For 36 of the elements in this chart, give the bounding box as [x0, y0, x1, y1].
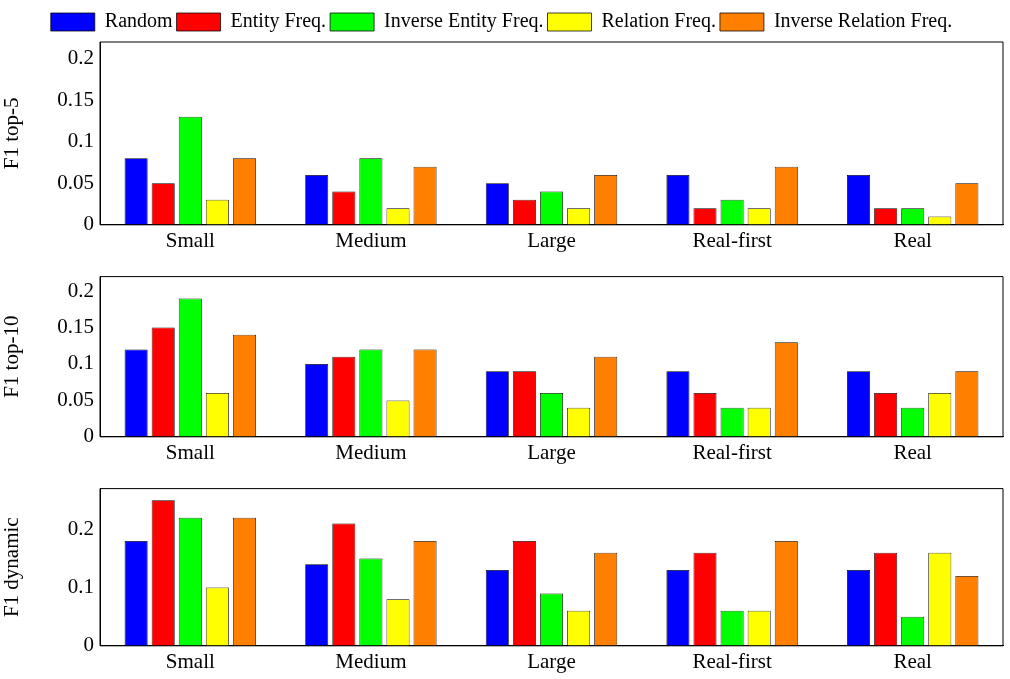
- x-tick-label: Medium: [335, 648, 407, 673]
- y-tick-label: 0.1: [67, 574, 94, 599]
- x-tick-label: Real-first: [692, 227, 772, 252]
- legend-label: Relation Freq.: [601, 9, 716, 33]
- y-tick-label: 0: [83, 632, 94, 657]
- legend-label: Inverse Entity Freq.: [384, 9, 544, 33]
- y-axis-title: F1 dynamic: [0, 517, 24, 618]
- y-tick-label: 0.1: [67, 128, 94, 153]
- y-axis-title: F1 top-10: [0, 315, 24, 398]
- x-tick-label: Real: [893, 439, 933, 464]
- legend-label: Random: [104, 9, 173, 32]
- x-tick-label: Real: [893, 227, 933, 252]
- x-tick-label: Large: [527, 439, 576, 464]
- y-tick-label: 0.15: [57, 314, 94, 339]
- y-axis-title: F1 top-5: [0, 97, 24, 170]
- x-tick-label: Small: [165, 439, 215, 464]
- legend-label: Entity Freq.: [230, 9, 327, 33]
- x-tick-label: Large: [527, 648, 576, 673]
- y-tick-label: 0: [83, 211, 94, 236]
- x-tick-label: Real-first: [692, 439, 772, 464]
- y-tick-label: 0.15: [57, 86, 94, 111]
- x-tick-label: Real: [893, 648, 933, 673]
- y-tick-label: 0.1: [67, 350, 94, 375]
- y-tick-label: 0.05: [57, 386, 94, 411]
- x-tick-label: Small: [165, 648, 215, 673]
- x-tick-label: Small: [165, 227, 215, 252]
- x-tick-label: Real-first: [692, 648, 772, 673]
- x-tick-label: Medium: [335, 227, 407, 252]
- y-tick-label: 0.05: [57, 169, 94, 194]
- y-tick-label: 0.2: [67, 515, 94, 540]
- y-tick-label: 0.2: [67, 45, 94, 70]
- x-tick-label: Large: [527, 227, 576, 252]
- legend-label: Inverse Relation Freq.: [773, 9, 953, 33]
- y-tick-label: 0: [83, 423, 94, 448]
- x-tick-label: Medium: [335, 439, 407, 464]
- y-tick-label: 0.2: [67, 277, 94, 302]
